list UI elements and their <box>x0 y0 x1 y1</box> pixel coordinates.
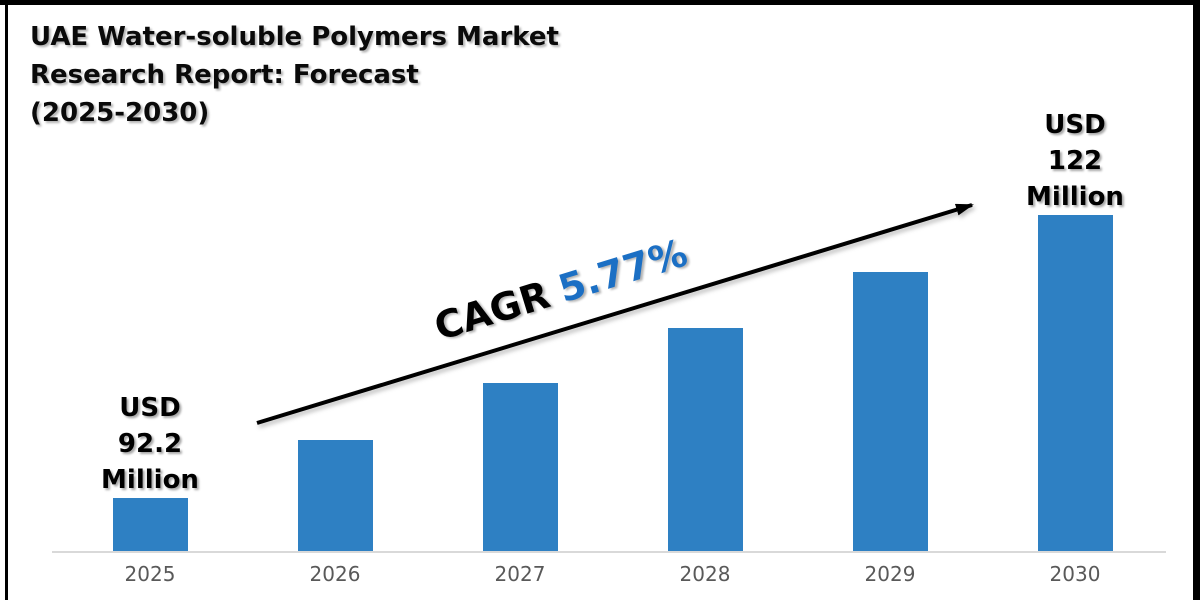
bar-2027 <box>482 383 558 553</box>
chart-title-line-1: UAE Water-soluble Polymers Market <box>30 22 559 52</box>
data-label-2030: USD 122 Million <box>995 107 1155 215</box>
x-tick-label-2025: 2025 <box>124 562 176 586</box>
chart-title-line-2: Research Report: Forecast <box>30 60 419 90</box>
x-tick-label-2029: 2029 <box>864 562 916 586</box>
data-label-2025-line-3: Million <box>101 465 199 495</box>
data-label-2025-line-1: USD <box>119 393 181 423</box>
data-label-2030-line-3: Million <box>1026 182 1124 212</box>
bar-2026 <box>297 440 373 553</box>
data-label-2025: USD 92.2 Million <box>70 390 230 498</box>
data-label-2030-line-2: 122 <box>1047 146 1103 176</box>
x-tick-label-2027: 2027 <box>494 562 546 586</box>
x-axis-line <box>52 551 1166 553</box>
data-label-2025-line-2: 92.2 <box>117 429 183 459</box>
bar-2030 <box>1037 215 1113 553</box>
bar-2029 <box>852 272 928 553</box>
frame-right-edge <box>1193 0 1200 600</box>
frame-top-edge <box>0 0 1200 5</box>
x-tick-label-2026: 2026 <box>309 562 361 586</box>
frame-left-edge <box>5 0 8 600</box>
chart-title: UAE Water-soluble Polymers Market Resear… <box>30 18 559 132</box>
x-tick-label-2028: 2028 <box>679 562 731 586</box>
cagr-annotation-prefix: CAGR <box>429 272 555 350</box>
cagr-annotation-value: 5.77% <box>553 230 693 312</box>
bar-2025 <box>112 498 188 553</box>
x-tick-label-2030: 2030 <box>1049 562 1101 586</box>
bar-2028 <box>667 328 743 553</box>
cagr-annotation: CAGR5.77% <box>429 230 693 350</box>
data-label-2030-line-1: USD <box>1044 110 1106 140</box>
chart-title-line-3: (2025-2030) <box>30 98 210 128</box>
